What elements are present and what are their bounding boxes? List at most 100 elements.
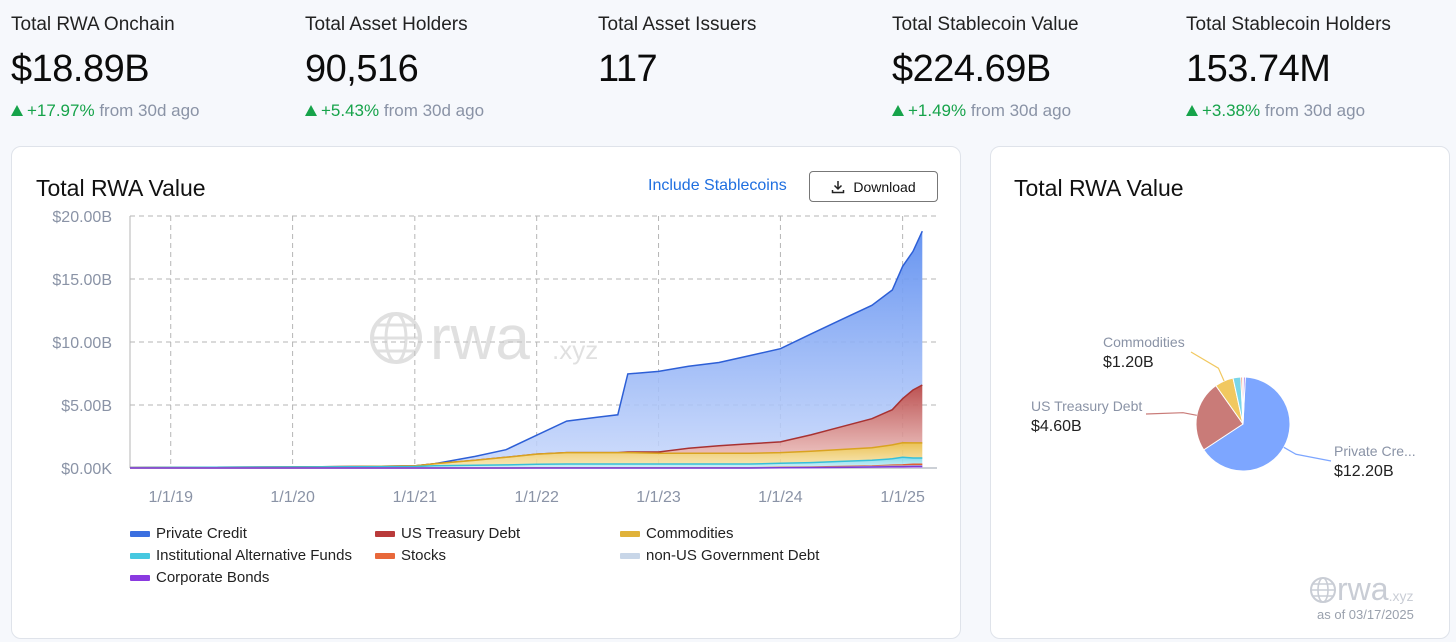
stat-label: Total RWA Onchain: [11, 14, 175, 35]
stat-total-stablecoin-holders: Total Stablecoin Holders 153.74M +3.38% …: [1186, 14, 1456, 121]
logo-text: rwa: [1337, 571, 1389, 607]
pie-title: Total RWA Value: [1014, 175, 1184, 201]
stat-total-rwa-onchain: Total RWA Onchain $18.89B +17.97% from 3…: [11, 14, 301, 121]
legend-swatch: [130, 530, 150, 537]
stat-label: Total Asset Issuers: [598, 14, 757, 35]
legend-label: Stocks: [401, 547, 447, 564]
legend-swatch: [130, 552, 150, 559]
legend-swatch: [375, 552, 395, 559]
chart-title: Total RWA Value: [36, 175, 206, 201]
stat-change-suffix: from 30d ago: [99, 101, 200, 120]
stat-value: $224.69B: [892, 48, 1051, 90]
as-of-date: as of 03/17/2025: [1317, 607, 1414, 622]
download-icon: [832, 180, 845, 193]
pie-slice-us-treasury-debt[interactable]: [1195, 384, 1244, 451]
watermark-logo: rwa .xyz: [370, 304, 598, 373]
stat-delta: +1.49% from 30d ago: [892, 101, 1182, 121]
stat-label: Total Asset Holders: [305, 14, 468, 35]
legend-label: non-US Government Debt: [646, 547, 820, 564]
x-tick-label: 1/1/20: [270, 489, 315, 506]
legend-label: Corporate Bonds: [156, 569, 270, 586]
up-arrow-icon: [305, 105, 317, 116]
stat-change-suffix: from 30d ago: [383, 101, 485, 120]
y-tick-label: $5.00B: [61, 398, 112, 415]
area-series-line: [130, 465, 923, 469]
pie-label-name: Private Cre...: [1334, 443, 1416, 459]
y-tick-label: $15.00B: [52, 272, 112, 289]
legend-label: Private Credit: [156, 525, 247, 542]
pie-leader-line: [1283, 446, 1332, 462]
legend-item[interactable]: Corporate Bonds: [130, 569, 269, 586]
legend-swatch: [375, 530, 395, 537]
rwa-xyz-logo: rwa .xyz: [1309, 571, 1413, 608]
pie-label-name: Commodities: [1103, 334, 1185, 350]
x-tick-label: 1/1/19: [148, 489, 193, 506]
stat-change: +5.43%: [321, 101, 380, 120]
area-chart[interactable]: $0.00K $5.00B $10.00B $15.00B $20.00B 1/1/19 1…: [12, 147, 962, 640]
stat-delta: +17.97% from 30d ago: [11, 101, 301, 121]
legend-item[interactable]: Institutional Alternative Funds: [130, 547, 352, 564]
pie-label-name: US Treasury Debt: [1031, 398, 1142, 414]
x-tick-label: 1/1/23: [636, 489, 681, 506]
pie-chart[interactable]: Private Cre... $12.20B US Treasury Debt $4.…: [991, 147, 1451, 640]
legend-label: US Treasury Debt: [401, 525, 521, 542]
stat-value: $18.89B: [11, 48, 150, 90]
stat-total-asset-holders: Total Asset Holders 90,516 +5.43% from 3…: [305, 14, 595, 121]
stat-value: 117: [598, 48, 658, 90]
legend-swatch: [130, 574, 150, 581]
stat-change-suffix: from 30d ago: [1264, 101, 1366, 120]
pie-label-value: $1.20B: [1103, 354, 1154, 371]
logo-suffix: .xyz: [1388, 587, 1414, 604]
watermark-text: rwa: [430, 304, 530, 373]
legend-swatch: [620, 530, 640, 537]
legend-item[interactable]: non-US Government Debt: [620, 547, 819, 564]
area-series-private-credit[interactable]: [130, 231, 923, 468]
stat-change: +17.97%: [27, 101, 95, 120]
stat-change-suffix: from 30d ago: [970, 101, 1072, 120]
area-series-us-treasury-debt[interactable]: [130, 385, 923, 468]
x-tick-label: 1/1/24: [758, 489, 803, 506]
pie-label-value: $12.20B: [1334, 463, 1394, 480]
stat-delta: +3.38% from 30d ago: [1186, 101, 1456, 121]
stat-total-stablecoin-value: Total Stablecoin Value $224.69B +1.49% f…: [892, 14, 1182, 121]
pie-label-value: $4.60B: [1031, 418, 1082, 435]
legend-item[interactable]: Private Credit: [130, 525, 247, 542]
legend-item[interactable]: US Treasury Debt: [375, 525, 520, 542]
legend-item[interactable]: Commodities: [620, 525, 734, 542]
area-series-line: [129, 456, 923, 469]
area-series-line: [129, 442, 923, 469]
stat-change: +1.49%: [908, 101, 967, 120]
stat-change: +3.38%: [1202, 101, 1261, 120]
y-tick-label: $10.00B: [52, 335, 112, 352]
legend-item[interactable]: Stocks: [375, 547, 446, 564]
legend-label: Commodities: [646, 525, 734, 542]
globe-icon: [1310, 576, 1336, 603]
include-stablecoins-toggle[interactable]: Include Stablecoins: [648, 177, 787, 194]
legend-label: Institutional Alternative Funds: [156, 547, 352, 564]
stat-total-asset-issuers: Total Asset Issuers 117: [598, 14, 888, 91]
rwa-value-chart-card: $0.00K $5.00B $10.00B $15.00B $20.00B 1/1/19 1…: [11, 146, 961, 639]
pie-leader-line: [1190, 351, 1225, 382]
watermark-suffix: .xyz: [552, 335, 598, 365]
x-tick-label: 1/1/21: [393, 489, 438, 506]
y-tick-label: $0.00K: [61, 461, 112, 478]
stats-row: Total RWA Onchain $18.89B +17.97% from 3…: [0, 0, 1456, 140]
x-tick-label: 1/1/22: [514, 489, 559, 506]
stat-delta: +5.43% from 30d ago: [305, 101, 595, 121]
up-arrow-icon: [11, 105, 23, 116]
stat-value: 90,516: [305, 48, 419, 90]
up-arrow-icon: [1186, 105, 1198, 116]
up-arrow-icon: [892, 105, 904, 116]
legend-swatch: [620, 552, 640, 559]
y-tick-label: $20.00B: [52, 209, 112, 226]
area-series-institutional-alternative-funds[interactable]: [130, 457, 923, 468]
download-label: Download: [853, 178, 916, 195]
x-tick-label: 1/1/25: [880, 489, 925, 506]
stat-value: 153.74M: [1186, 48, 1331, 90]
download-button[interactable]: Download: [809, 171, 938, 202]
pie-leader-line: [1145, 412, 1197, 416]
stat-label: Total Stablecoin Holders: [1186, 14, 1391, 35]
rwa-value-pie-card: Private Cre... $12.20B US Treasury Debt $4.…: [990, 146, 1450, 639]
stat-label: Total Stablecoin Value: [892, 14, 1079, 35]
pie-slice-corporate-bonds[interactable]: [1242, 376, 1246, 425]
